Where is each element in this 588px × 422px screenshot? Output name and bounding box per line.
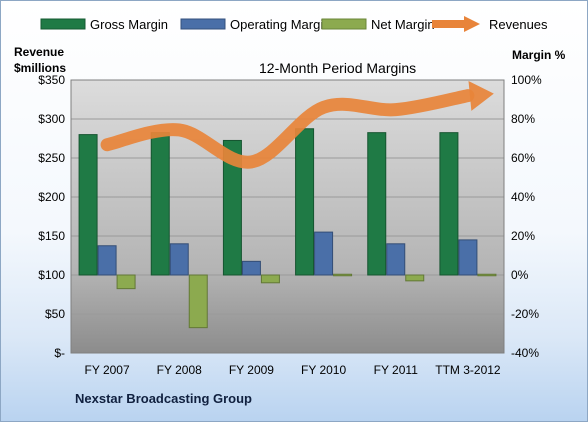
legend-label-revenues: Revenues: [489, 17, 548, 32]
left-tick-label-1: $50: [45, 307, 65, 321]
x-tick-label-fy-2007: FY 2007: [85, 363, 130, 377]
right-tick-label-5: 60%: [511, 151, 535, 165]
bar-operating-margin-fy-2007: [97, 245, 117, 276]
right-tick-label-0: -40%: [511, 346, 539, 360]
left-axis-title-line1: Revenue: [14, 45, 64, 59]
chart-title: 12-Month Period Margins: [259, 60, 416, 76]
bar-net-margin-fy-2010: [333, 273, 353, 277]
revenue-arrowhead: [468, 81, 494, 111]
x-tick-label-fy-2011: FY 2011: [374, 363, 419, 377]
left-tick-label-7: $350: [38, 73, 65, 87]
legend-label-operating-margin: Operating Margin: [230, 17, 330, 32]
right-tick-label-6: 80%: [511, 112, 535, 126]
right-tick-label-2: 0%: [511, 268, 529, 282]
revenue-line-layer: [100, 81, 494, 169]
bar-gross-margin-fy-2007: [78, 134, 98, 276]
left-tick-label-6: $300: [38, 112, 65, 126]
plot-area: [71, 80, 504, 353]
legend-swatch-operating-margin: [180, 18, 226, 30]
legend-swatch-net-margin: [321, 18, 367, 30]
left-tick-label-2: $100: [38, 268, 65, 282]
bar-gross-margin-ttm-3-2012: [439, 132, 459, 276]
legend-swatch-gross-margin: [40, 18, 86, 30]
right-axis-title: Margin %: [512, 48, 566, 62]
x-tick-label-fy-2009: FY 2009: [229, 363, 274, 377]
axis-ticks: $- $50 $100 $150 $200 $250 $300 $350 -40% -20% 0% 2…: [38, 73, 542, 377]
gridlines: [70, 79, 505, 354]
x-tick-label-fy-2008: FY 2008: [157, 363, 202, 377]
bar-operating-margin-ttm-3-2012: [458, 239, 478, 276]
bar-net-margin-ttm-3-2012: [477, 273, 497, 277]
bar-net-margin-fy-2009: [260, 274, 280, 284]
x-tick-label-ttm-3-2012: TTM 3-2012: [435, 363, 501, 377]
plot-border: [70, 79, 505, 354]
legend-label-net-margin: Net Margin: [371, 17, 435, 32]
right-tick-label-4: 40%: [511, 190, 535, 204]
right-tick-label-3: 20%: [511, 229, 535, 243]
bar-operating-margin-fy-2008: [169, 243, 189, 276]
bar-operating-margin-fy-2009: [241, 260, 261, 276]
bar-net-margin-fy-2008: [188, 274, 208, 329]
bar-operating-margin-fy-2011: [386, 243, 406, 276]
bar-net-margin-fy-2011: [405, 274, 425, 282]
left-axis-title-line2: $millions: [14, 61, 66, 75]
left-tick-label-4: $200: [38, 190, 65, 204]
bar-operating-margin-fy-2010: [314, 231, 334, 276]
legend: Gross Margin Operating Margin Net Margin…: [40, 16, 548, 32]
right-tick-label-1: -20%: [511, 307, 539, 321]
left-tick-label-0: $-: [54, 346, 65, 360]
bar-gross-margin-fy-2008: [150, 132, 170, 276]
x-tick-label-fy-2010: FY 2010: [301, 363, 346, 377]
bar-gross-margin-fy-2011: [367, 132, 387, 276]
company-name: Nexstar Broadcasting Group: [75, 391, 252, 406]
bar-gross-margin-fy-2009: [222, 139, 242, 276]
legend-arrowhead-revenues: [464, 16, 480, 32]
bar-gross-margin-fy-2010: [295, 128, 315, 276]
left-tick-label-3: $150: [38, 229, 65, 243]
right-tick-label-7: 100%: [511, 73, 542, 87]
bar-net-margin-fy-2007: [116, 274, 136, 290]
bars: [78, 128, 497, 329]
legend-label-gross-margin: Gross Margin: [90, 17, 168, 32]
revenue-line: [100, 89, 475, 169]
left-tick-label-5: $250: [38, 151, 65, 165]
